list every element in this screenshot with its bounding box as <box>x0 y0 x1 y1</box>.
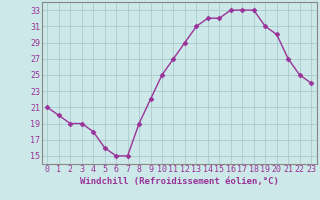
X-axis label: Windchill (Refroidissement éolien,°C): Windchill (Refroidissement éolien,°C) <box>80 177 279 186</box>
